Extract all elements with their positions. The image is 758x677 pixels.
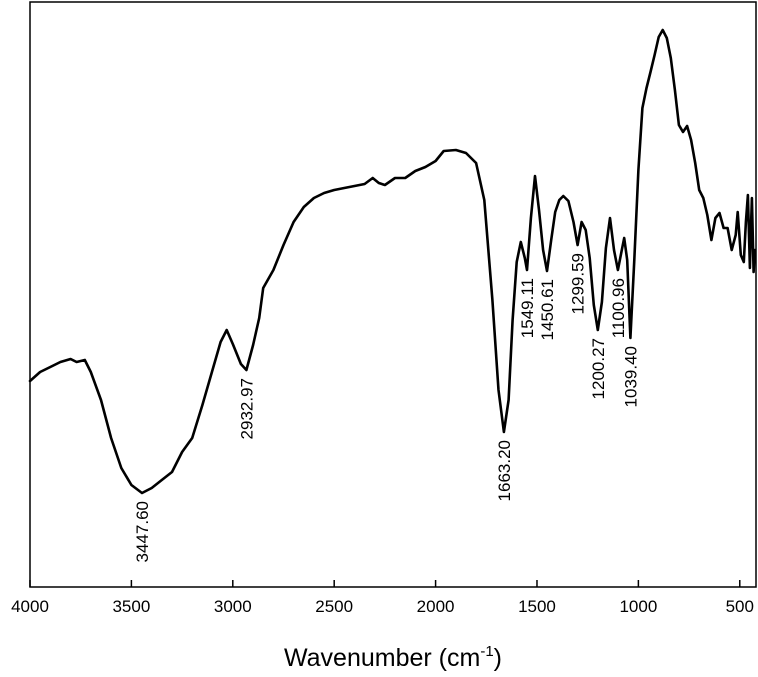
peak-label: 1039.40 bbox=[621, 346, 640, 407]
x-axis-tick-labels: 4000 3500 3000 2500 2000 1500 1000 500 bbox=[11, 597, 754, 616]
peak-label: 1549.11 bbox=[518, 278, 537, 338]
x-tick-label: 1000 bbox=[619, 597, 657, 616]
x-tick-label: 500 bbox=[726, 597, 754, 616]
x-axis-label-main: Wavenumber (cm bbox=[284, 644, 480, 672]
spectrum-line bbox=[28, 28, 757, 495]
plot-frame bbox=[29, 1, 757, 588]
x-tick-label: 4000 bbox=[11, 597, 49, 616]
x-axis-ticks bbox=[29, 580, 741, 587]
x-axis-label: Wavenumber (cm-1) bbox=[284, 643, 502, 672]
x-tick-label: 3000 bbox=[214, 597, 252, 616]
peak-label: 1200.27 bbox=[589, 338, 608, 399]
peak-label: 1299.59 bbox=[569, 253, 588, 314]
peak-label: 1450.61 bbox=[538, 279, 557, 340]
peak-label: 1663.20 bbox=[495, 440, 514, 501]
x-tick-label: 2500 bbox=[315, 597, 353, 616]
peak-label: 1100.96 bbox=[609, 278, 628, 338]
peak-labels: 3447.60 2932.97 1663.20 1549.11 1450.61 1299.… bbox=[133, 253, 640, 562]
x-tick-label: 3500 bbox=[112, 597, 150, 616]
x-tick-label: 2000 bbox=[417, 597, 455, 616]
x-axis-label-close: ) bbox=[494, 644, 502, 672]
x-tick-label: 1500 bbox=[518, 597, 556, 616]
peak-label: 2932.97 bbox=[237, 378, 256, 439]
x-axis-label-sup: -1 bbox=[480, 643, 493, 660]
peak-label: 3447.60 bbox=[133, 501, 152, 562]
